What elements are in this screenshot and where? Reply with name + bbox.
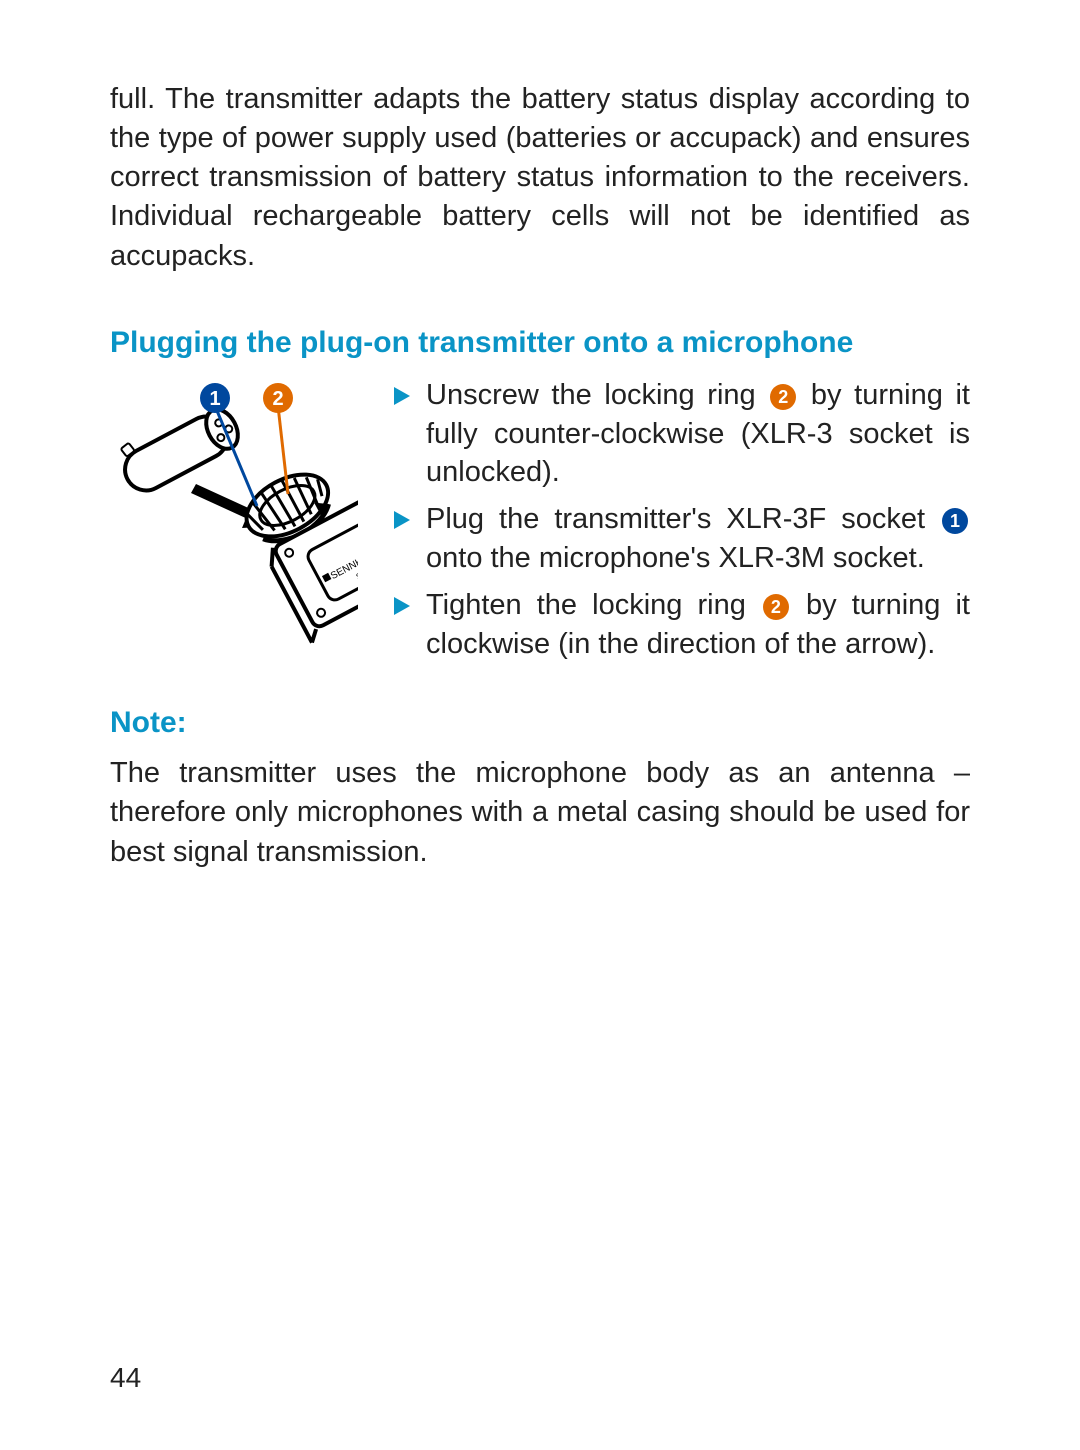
callout-2: 2 [272, 388, 283, 410]
triangle-bullet-icon [392, 509, 412, 531]
step-3: Tighten the locking ring 2 by turning it… [392, 586, 970, 664]
plug-section: SENNHEISER SKP 3000 1 2 Unscrew the lock… [110, 376, 970, 672]
note-paragraph: The transmitter uses the microphone body… [110, 754, 970, 872]
steps-list: Unscrew the locking ring 2 by turning it… [392, 376, 970, 672]
section-heading: Plugging the plug-on transmitter onto a … [110, 326, 970, 360]
triangle-bullet-icon [392, 595, 412, 617]
plug-illustration: SENNHEISER SKP 3000 1 2 [110, 376, 358, 666]
step-2-pre: Plug the transmitter's XLR-3F socket [426, 503, 940, 535]
step-2-callout: 1 [942, 508, 968, 534]
step-3-pre: Tighten the locking ring [426, 589, 761, 621]
note-heading: Note: [110, 706, 970, 740]
page-number: 44 [110, 1362, 141, 1394]
triangle-bullet-icon [392, 385, 412, 407]
step-2: Plug the transmitter's XLR-3F socket 1 o… [392, 500, 970, 578]
step-3-callout: 2 [763, 594, 789, 620]
intro-paragraph: full. The transmitter adapts the battery… [110, 80, 970, 276]
step-1-callout: 2 [770, 384, 796, 410]
step-2-post: onto the microphone's XLR-3M socket. [426, 542, 925, 574]
step-1: Unscrew the locking ring 2 by turning it… [392, 376, 970, 493]
step-1-pre: Unscrew the locking ring [426, 379, 768, 411]
callout-1: 1 [209, 388, 220, 410]
